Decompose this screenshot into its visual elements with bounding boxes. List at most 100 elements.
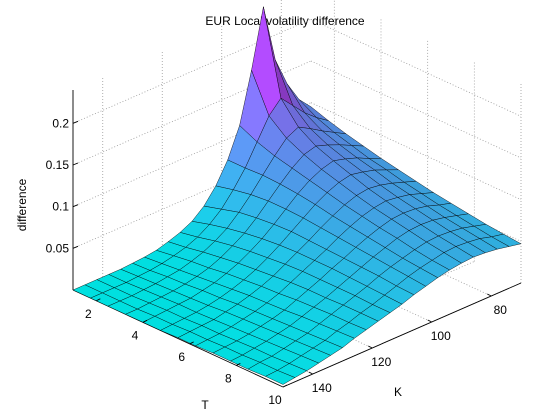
- surface-shade: [265, 370, 295, 385]
- surface-shade: [243, 311, 273, 327]
- x-tick-label: 6: [178, 350, 185, 364]
- surface-shade: [207, 333, 237, 347]
- surface-shade: [309, 169, 339, 193]
- surface-shade: [283, 340, 314, 356]
- z-tick-mark: [72, 204, 79, 208]
- surface-shade: [180, 221, 210, 238]
- z-tick-label: 0.05: [46, 241, 70, 255]
- surface-shade: [297, 180, 328, 205]
- surface-shade: [278, 282, 309, 300]
- z-tick-label: 0.15: [46, 158, 70, 172]
- surface-shade: [73, 284, 103, 299]
- surface-shade: [259, 356, 290, 371]
- surface-shade: [343, 247, 374, 268]
- surface-shade: [197, 224, 227, 241]
- surface-shade: [390, 258, 421, 277]
- surface-shade: [307, 323, 337, 341]
- surface-shade: [280, 98, 311, 129]
- surface-shade: [166, 304, 197, 319]
- surface-shade: [297, 240, 327, 261]
- surface-shade: [450, 228, 480, 243]
- surface-shade: [90, 292, 120, 307]
- surface-shade: [203, 185, 234, 210]
- surface-shade: [245, 141, 275, 176]
- surface-shade: [408, 268, 438, 287]
- surface-shade: [455, 242, 486, 258]
- y-tick-mark: [487, 293, 492, 297]
- surface-shade: [249, 286, 279, 303]
- surface-shade: [168, 232, 198, 248]
- surface-shade: [327, 182, 357, 205]
- surface-shade: [373, 247, 403, 267]
- surface-shade: [280, 168, 310, 194]
- surface-shade: [304, 112, 335, 133]
- grid-line: [310, 60, 522, 159]
- surface-shade: [248, 326, 279, 342]
- surface-shade: [185, 237, 216, 253]
- surface-shade: [137, 303, 167, 317]
- surface-shade: [173, 247, 204, 262]
- surface-shade: [348, 313, 379, 330]
- surface-shade: [301, 348, 331, 364]
- surface-shade: [278, 325, 308, 341]
- z-tick-mark: [72, 120, 79, 124]
- surface-shade: [155, 276, 185, 291]
- surface-shade: [215, 228, 245, 246]
- surface-shade: [385, 238, 415, 259]
- x-tick-mark: [236, 363, 241, 366]
- surface-shade: [219, 326, 249, 341]
- surface-shade: [339, 174, 369, 196]
- surface-shade: [404, 181, 434, 194]
- surface-shade: [332, 204, 363, 227]
- grid-line: [310, 18, 522, 117]
- surface-shade: [208, 297, 238, 312]
- surface-shade: [338, 226, 368, 248]
- grid-line: [281, 198, 492, 297]
- surface-shade: [361, 257, 391, 277]
- surface-shade: [213, 311, 244, 327]
- surface-shade: [339, 144, 370, 159]
- surface-shade: [178, 298, 209, 313]
- z-tick-mark: [72, 162, 79, 166]
- surface-shade: [386, 169, 416, 183]
- surface-shade: [403, 208, 433, 225]
- surface-shade: [301, 307, 332, 324]
- surface-shade: [360, 304, 391, 322]
- y-axis-label: K: [394, 385, 402, 399]
- surface-shade: [291, 218, 321, 241]
- surface-shade: [327, 144, 358, 159]
- surface-shade: [372, 295, 402, 313]
- surface-shade: [143, 316, 173, 331]
- surface-shade: [380, 183, 410, 198]
- surface-shade: [350, 216, 380, 238]
- surface-shade: [310, 128, 340, 145]
- surface-shade: [362, 207, 392, 228]
- surface-shade: [369, 158, 399, 170]
- surface-shade: [316, 117, 346, 134]
- surface-shade: [313, 297, 344, 315]
- ticks: 0.05 0.1 0.15 0.2 2 4 6 8 10 80 100 120 140: [46, 116, 508, 407]
- surface-shade: [178, 331, 208, 346]
- surface-shade: [184, 312, 214, 326]
- surface-shade: [161, 290, 191, 305]
- surface-shade: [286, 127, 316, 155]
- surface-shade: [402, 249, 433, 268]
- surface-shade: [254, 341, 284, 357]
- surface-shade: [367, 276, 397, 296]
- surface-shade: [397, 230, 427, 250]
- surface-shade: [321, 160, 351, 183]
- surface-shade: [262, 155, 293, 185]
- surface-shade: [322, 130, 352, 146]
- surface-shade: [356, 188, 386, 208]
- x-tick-mark: [96, 298, 101, 302]
- surface-shade: [391, 213, 421, 231]
- surface-patch: [264, 370, 296, 385]
- surface-shade: [273, 264, 303, 283]
- surface-shade: [355, 286, 385, 305]
- y-tick-label: 120: [371, 355, 391, 369]
- y-tick-mark: [308, 371, 313, 375]
- surface-shade: [269, 98, 299, 139]
- surface-shade: [248, 362, 278, 377]
